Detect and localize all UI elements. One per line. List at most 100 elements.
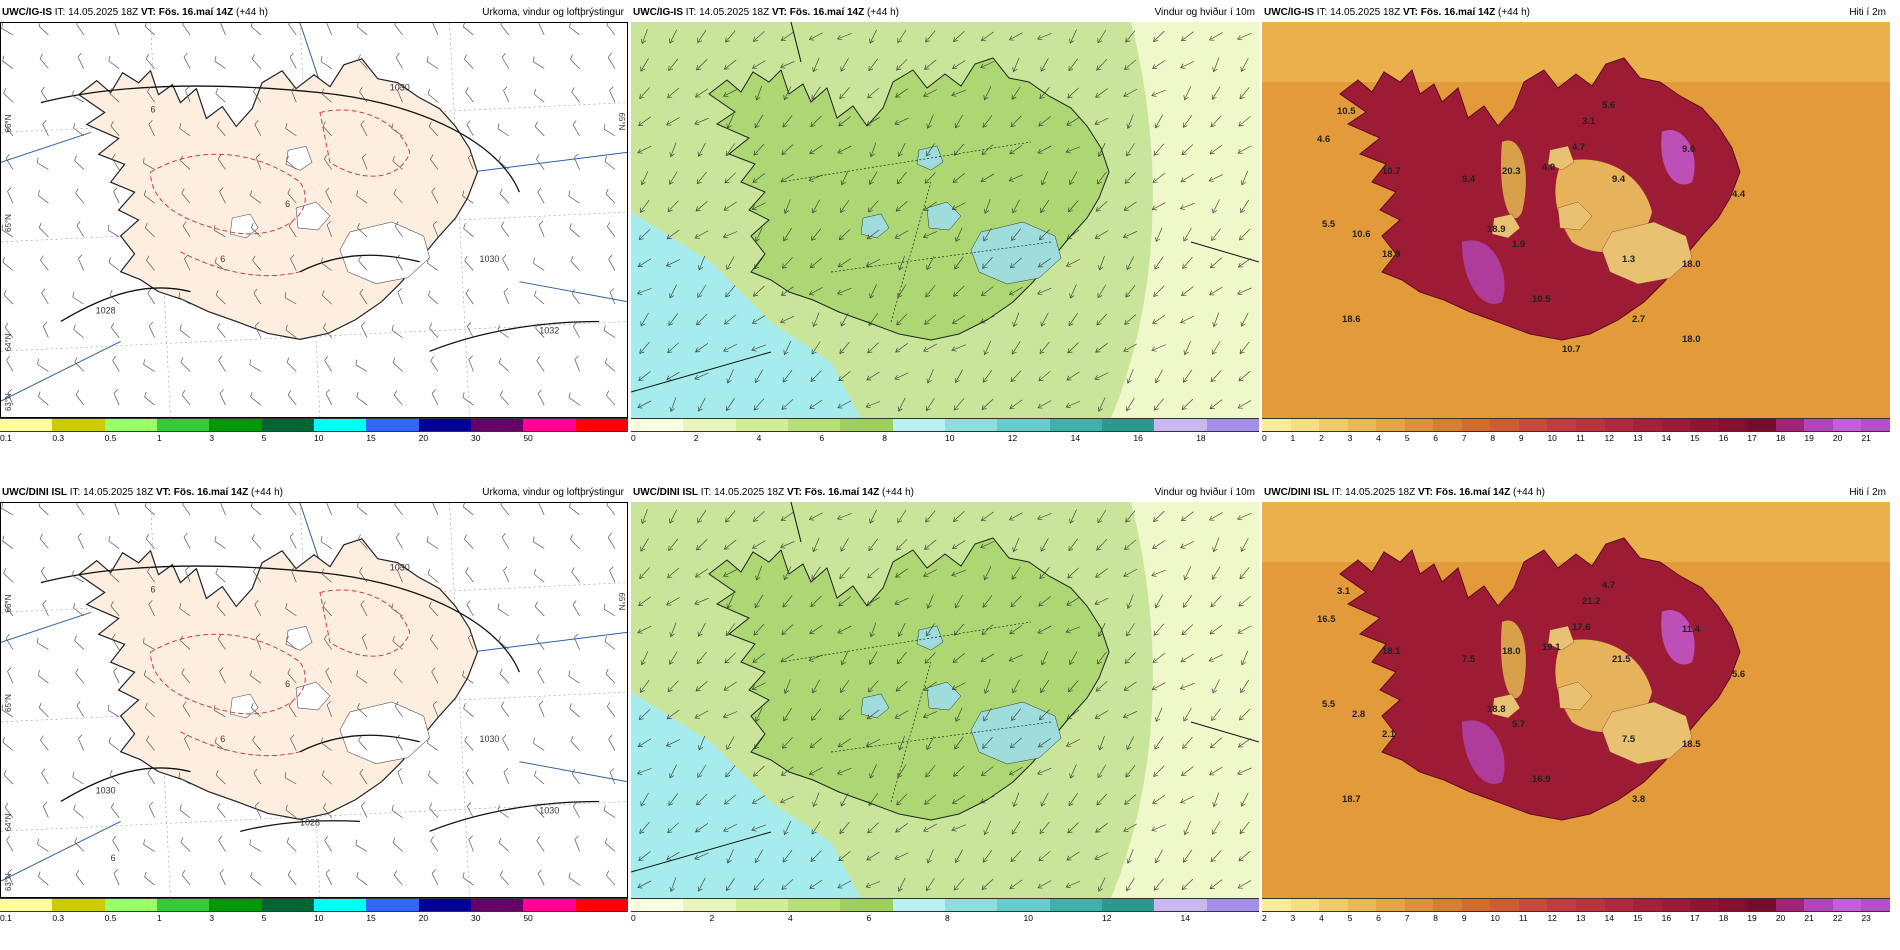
temp-label: 5.7	[1512, 719, 1525, 730]
map-precip: 1030 1030 1030 1030 1028 6 6 6 6 66°N 65°N 64°N 63°N…	[0, 502, 628, 898]
colorbar-tick-label: 15	[366, 433, 376, 443]
colorbar-tick-label: 4	[756, 433, 762, 443]
colorbar-tick-label: 13	[1576, 913, 1586, 923]
colorbar-swatch	[209, 899, 262, 911]
temp-label: 18.9	[1487, 224, 1506, 235]
colorbar-swatch	[631, 419, 684, 431]
colorbar-tick-label: 13	[1633, 433, 1643, 443]
lead-time: (+44 h)	[251, 487, 283, 498]
colorbar-swatch	[1347, 899, 1377, 911]
colorbar-tick-label: 6	[1433, 433, 1438, 443]
colorbar-swatch	[0, 419, 53, 431]
colorbar-swatch	[0, 899, 53, 911]
colorbar-tick-label: 20	[1832, 433, 1843, 443]
temp-label: 5.6	[1732, 669, 1745, 680]
colorbar-swatch	[1101, 899, 1155, 911]
colorbar-swatch	[840, 899, 893, 911]
isobar	[240, 820, 360, 832]
colorbar-tick-label: 4	[788, 913, 793, 923]
map-precip: 1030 1030 1028 1032 6 6 6 66°N 65°N 64°N 63°N 65°N	[0, 22, 628, 418]
colorbar-labels-temp: 0 1 2 3 4 5 6 7 8 9 10 11 12 13 14 15 16 17 18 19 20 21	[1262, 433, 1890, 444]
colorbar-swatch	[1206, 419, 1259, 431]
colorbar-swatch	[1518, 419, 1548, 431]
colorbar-tick-label: 22	[1832, 913, 1843, 923]
lat-label: 63°N	[4, 393, 13, 411]
colorbar-swatch	[787, 899, 841, 911]
valid-time: Fös. 16.maí 14Z	[1435, 487, 1511, 498]
colorbar-swatch	[1376, 899, 1405, 911]
init-time-label: IT:	[1331, 487, 1343, 498]
colorbar-tick-label: 3	[209, 433, 215, 443]
lead-time: (+44 h)	[882, 487, 914, 498]
temp-label: 18.0	[1682, 334, 1701, 345]
temp-label: 18.8	[1487, 704, 1506, 715]
colorbar-tick-label: 12	[1007, 433, 1018, 443]
colorbar-swatch	[735, 899, 788, 911]
colorbar-swatch	[523, 899, 576, 911]
valid-time: Fös. 16.maí 14Z	[173, 487, 249, 498]
valid-time-label: VT:	[1417, 487, 1433, 498]
colorbar-tick-label: 3	[209, 913, 215, 923]
colorbar-tick-label: 0	[1262, 433, 1267, 443]
colorbar-tick-label: 10	[1547, 433, 1557, 443]
panel-header: UWC/DINI ISL IT: 14.05.2025 18Z VT: Fös.…	[1264, 487, 1888, 501]
colorbar-tick-label: 16	[1718, 433, 1729, 443]
colorbar-tick-label: 18	[1775, 433, 1786, 443]
colorbar-swatch	[52, 419, 105, 431]
precip-contour-label: 6	[220, 734, 225, 744]
lat-label: 65°N	[617, 113, 626, 131]
init-time: 14.05.2025 18Z	[83, 487, 154, 498]
colorbar-swatch	[156, 899, 210, 911]
colorbar-swatch	[944, 899, 998, 911]
colorbar-tick-label: 15	[1633, 913, 1643, 923]
panel-header: UWC/DINI ISL IT: 14.05.2025 18Z VT: Fös.…	[633, 487, 1257, 501]
temp-label: 9.0	[1682, 144, 1695, 155]
valid-time-label: VT:	[1402, 7, 1418, 18]
colorbar-tick-label: 20	[418, 433, 429, 443]
colorbar-labels-temp: 2 3 4 5 6 7 8 9 10 11 12 13 14 15 16 17 18 19 20 21 22 23	[1262, 913, 1890, 924]
panel-header: UWC/IG-IS IT: 14.05.2025 18Z VT: Fös. 16…	[1264, 7, 1888, 21]
temp-label: 4.7	[1602, 580, 1615, 591]
map-canvas-wind	[631, 22, 1259, 418]
temp-label: 1.9	[1512, 239, 1525, 250]
temp-label: 2.1	[1382, 729, 1396, 740]
lat-label: 66°N	[4, 594, 13, 612]
colorbar-swatch	[523, 419, 576, 431]
colorbar-tick-label: 20	[1775, 913, 1786, 923]
colorbar-tick-label: 7	[1461, 433, 1467, 443]
colorbar-tick-label: 14	[1070, 433, 1081, 443]
colorbar-tick-label: 14	[1661, 433, 1672, 443]
temp-label: 16.5	[1317, 614, 1336, 625]
colorbar-swatch	[261, 419, 314, 431]
temp-label: 2.7	[1632, 314, 1645, 325]
colorbar-tick-label: 12	[1547, 913, 1557, 923]
colorbar-wind	[631, 898, 1259, 912]
temp-label: 4.4	[1732, 189, 1746, 200]
valid-time: Fös. 16.maí 14Z	[789, 7, 865, 18]
colorbar-swatch	[1718, 419, 1748, 431]
isobar-label: 1030	[479, 254, 499, 264]
colorbar-swatch	[1347, 419, 1377, 431]
colorbar-swatch	[1633, 899, 1662, 911]
colorbar-swatch	[470, 419, 524, 431]
colorbar-tick-label: 6	[1376, 913, 1381, 923]
colorbar-swatch	[1633, 419, 1662, 431]
model-name: UWC/DINI ISL	[2, 487, 67, 498]
colorbar-swatch	[418, 899, 471, 911]
colorbar-swatch	[1433, 899, 1462, 911]
colorbar-tick-label: 19	[1804, 433, 1814, 443]
colorbar-tick-label: 1	[157, 433, 162, 443]
colorbar-tick-label: 0	[631, 913, 636, 923]
colorbar-swatch	[735, 419, 788, 431]
panel-title: Hiti í 2m	[1849, 7, 1886, 18]
lead-time: (+44 h)	[1498, 7, 1530, 18]
colorbar-tick-label: 9	[1518, 433, 1524, 443]
map-canvas-wind	[631, 502, 1259, 898]
isobar-label: 1032	[539, 325, 559, 335]
temp-label: 10.7	[1382, 166, 1401, 177]
colorbar-tick-label: 0.3	[52, 913, 65, 923]
colorbar-swatch	[1547, 419, 1577, 431]
colorbar-tick-label: 10	[945, 433, 955, 443]
colorbar-tick-label: 30	[471, 913, 481, 923]
colorbar-tick-label: 10	[1023, 913, 1033, 923]
